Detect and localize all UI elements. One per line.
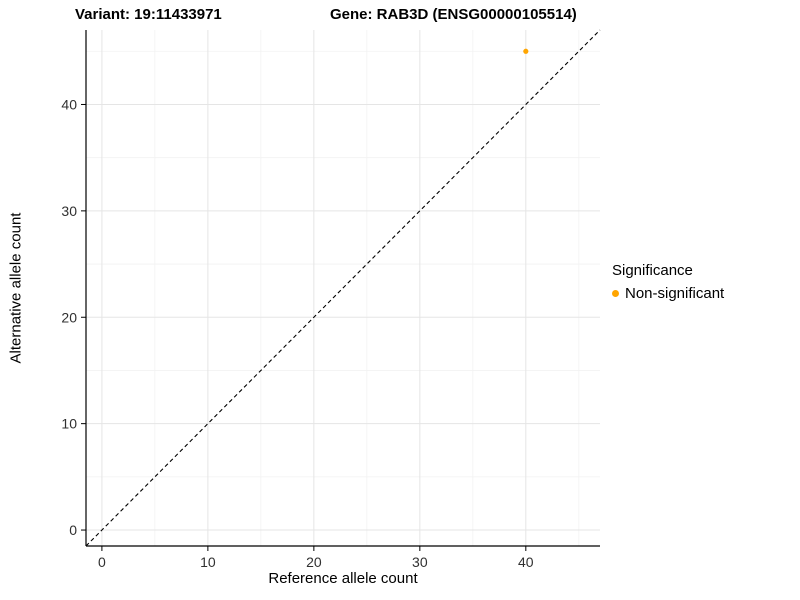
svg-text:40: 40	[61, 96, 77, 112]
variant-title: Variant: 19:11433971	[75, 6, 222, 23]
svg-text:20: 20	[306, 554, 322, 570]
svg-text:30: 30	[61, 203, 77, 219]
legend-entry-label: Non-significant	[625, 285, 725, 302]
x-axis-label: Reference allele count	[268, 570, 418, 587]
svg-text:30: 30	[412, 554, 428, 570]
svg-text:10: 10	[61, 416, 77, 432]
svg-text:40: 40	[518, 554, 534, 570]
svg-text:0: 0	[69, 522, 77, 538]
svg-text:20: 20	[61, 309, 77, 325]
legend: Significance Non-significant	[612, 262, 724, 302]
legend-entry: Non-significant	[612, 285, 724, 302]
y-axis-label: Alternative allele count	[7, 212, 25, 364]
svg-text:0: 0	[98, 554, 106, 570]
gene-title: Gene: RAB3D (ENSG00000105514)	[330, 6, 577, 23]
legend-title: Significance	[612, 262, 693, 279]
svg-text:10: 10	[200, 554, 216, 570]
legend-point-icon	[612, 290, 619, 297]
